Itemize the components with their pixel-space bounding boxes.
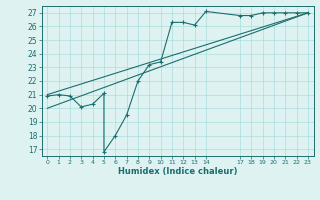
- X-axis label: Humidex (Indice chaleur): Humidex (Indice chaleur): [118, 167, 237, 176]
